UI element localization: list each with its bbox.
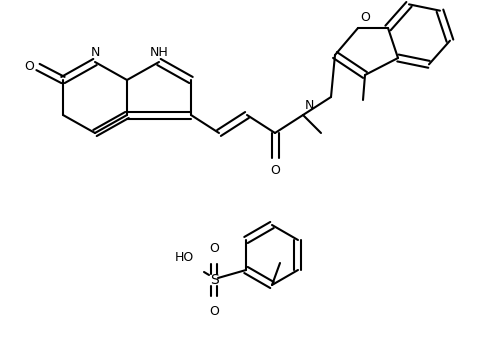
Text: O: O <box>360 11 370 24</box>
Text: O: O <box>270 164 280 177</box>
Text: O: O <box>209 242 219 255</box>
Text: O: O <box>24 60 34 73</box>
Text: N: N <box>305 99 315 112</box>
Text: NH: NH <box>150 46 168 59</box>
Text: O: O <box>209 305 219 318</box>
Text: HO: HO <box>175 251 194 264</box>
Text: N: N <box>90 46 100 59</box>
Text: S: S <box>210 273 218 287</box>
